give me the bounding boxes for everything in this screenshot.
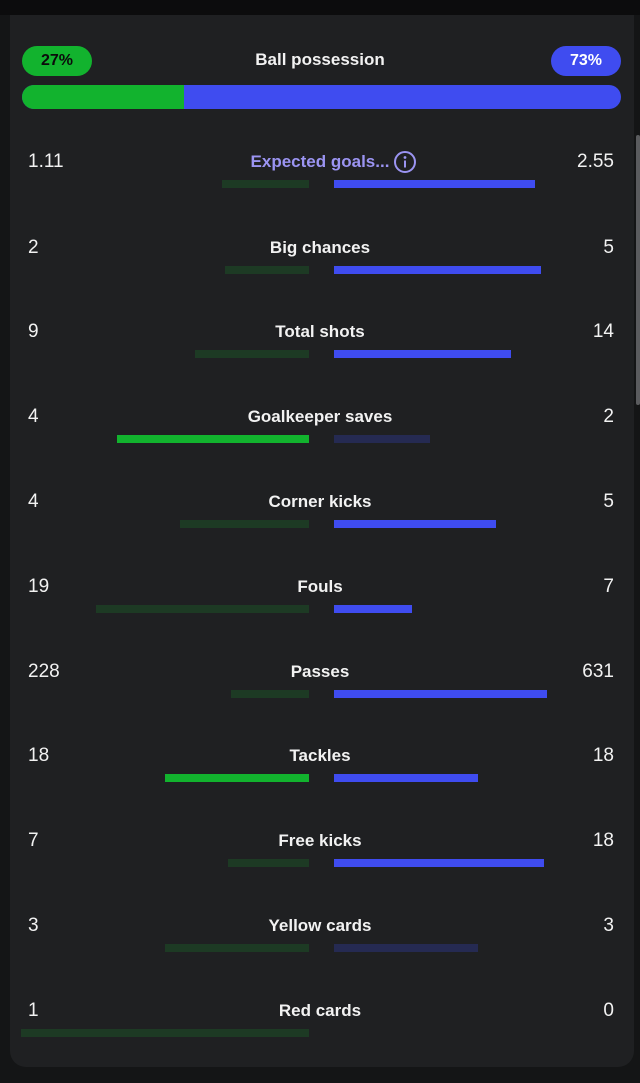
stat-row: 19 Fouls 7: [0, 575, 640, 659]
stat-label: Free kicks: [278, 831, 362, 850]
home-value: 4: [28, 491, 39, 512]
stat-label: Tackles: [289, 746, 351, 765]
stat-row: 4 Corner kicks 5: [0, 490, 640, 574]
away-possession-badge: 73%: [551, 46, 621, 76]
stat-label: Goalkeeper saves: [247, 407, 393, 426]
away-value: 7: [603, 576, 614, 597]
stat-label: Fouls: [297, 577, 343, 596]
away-stat-bar: [334, 520, 496, 528]
stat-label: Big chances: [269, 238, 371, 257]
home-value: 4: [28, 406, 39, 427]
away-value: 2: [603, 406, 614, 427]
home-value: 18: [28, 745, 50, 766]
home-possession-fill: [22, 85, 184, 109]
away-value: 18: [592, 745, 614, 766]
away-value: 14: [592, 321, 614, 342]
home-stat-bar: [165, 774, 309, 782]
away-value: 18: [592, 830, 614, 851]
possession-title: Ball possession: [255, 50, 385, 69]
home-value: 2: [28, 237, 39, 258]
away-stat-bar: [334, 266, 541, 274]
away-value: 3: [603, 915, 614, 936]
home-stat-bar: [225, 266, 309, 274]
home-value: 3: [28, 915, 39, 936]
stat-label: Total shots: [275, 322, 365, 341]
away-stat-bar: [334, 350, 511, 358]
home-stat-bar: [195, 350, 309, 358]
stat-label: Red cards: [278, 1001, 362, 1020]
away-value: 5: [603, 237, 614, 258]
away-value: 2.55: [577, 151, 614, 172]
away-value: 0: [603, 1000, 614, 1021]
home-value: 1: [28, 1000, 39, 1021]
away-stat-bar: [334, 774, 478, 782]
info-icon[interactable]: [393, 150, 417, 174]
home-stat-bar: [231, 690, 309, 698]
away-stat-bar: [334, 690, 547, 698]
stat-row: 3 Yellow cards 3: [0, 914, 640, 998]
statistics-card: [10, 15, 634, 1067]
top-bar: [0, 0, 640, 15]
stat-row: 1 Red cards 0: [0, 999, 640, 1083]
possession-bar: [22, 85, 621, 109]
stat-row: 18 Tackles 18: [0, 744, 640, 828]
stat-label: Corner kicks: [268, 492, 372, 511]
away-value: 5: [603, 491, 614, 512]
home-value: 1.11: [28, 151, 64, 172]
away-stat-bar: [334, 605, 412, 613]
scrollbar[interactable]: [636, 135, 640, 405]
home-stat-bar: [222, 180, 309, 188]
home-stat-bar: [165, 944, 309, 952]
home-value: 7: [28, 830, 39, 851]
home-possession-badge: 27%: [22, 46, 92, 76]
stat-row: 2 Big chances 5: [0, 236, 640, 320]
stat-row: 9 Total shots 14: [0, 320, 640, 404]
away-stat-bar: [334, 435, 430, 443]
stat-row: 228 Passes 631: [0, 660, 640, 744]
home-value: 228: [28, 661, 60, 682]
home-stat-bar: [117, 435, 309, 443]
home-value: 19: [28, 576, 50, 597]
stat-label[interactable]: Expected goals...: [250, 152, 390, 171]
home-stat-bar: [228, 859, 309, 867]
stat-label: Passes: [290, 662, 350, 681]
away-stat-bar: [334, 859, 544, 867]
home-value: 9: [28, 321, 39, 342]
stat-row: 7 Free kicks 18: [0, 829, 640, 913]
stat-label: Yellow cards: [268, 916, 372, 935]
away-stat-bar: [334, 180, 535, 188]
home-stat-bar: [96, 605, 309, 613]
home-stat-bar: [21, 1029, 309, 1037]
home-stat-bar: [180, 520, 309, 528]
stat-row: 4 Goalkeeper saves 2: [0, 405, 640, 489]
away-value: 631: [582, 661, 614, 682]
stat-row: 1.11 Expected goals... 2.55: [0, 150, 640, 234]
away-stat-bar: [334, 944, 478, 952]
